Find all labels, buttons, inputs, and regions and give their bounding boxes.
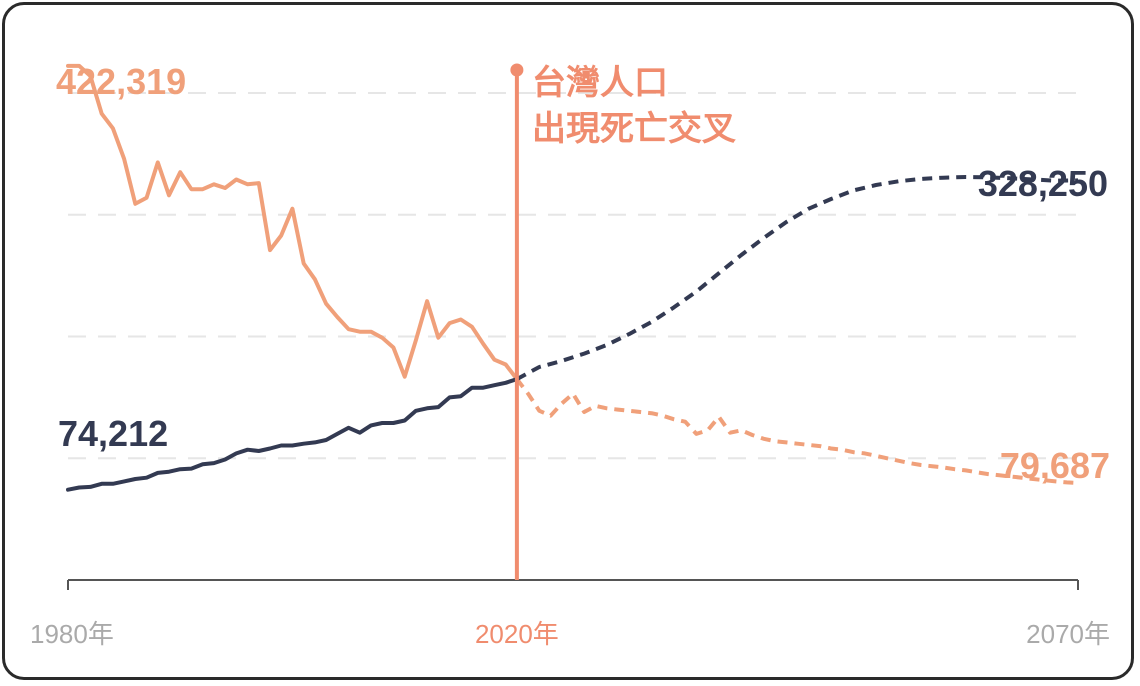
x-tick-label: 1980年 xyxy=(30,619,114,649)
x-axis: 1980年 2020年 2070年 xyxy=(30,579,1110,649)
deaths-observed-line xyxy=(66,377,519,492)
births-projected-line xyxy=(515,377,1079,485)
value-labels: 422,319 79,687 74,212 328,250 xyxy=(56,61,1110,486)
series-layer xyxy=(66,63,1079,492)
marker-label-line-1: 台灣人口 xyxy=(532,64,668,102)
x-tick-label: 2070年 xyxy=(1026,619,1110,649)
births-observed-line xyxy=(66,63,519,382)
births-end-label: 79,687 xyxy=(1000,445,1110,486)
gridlines xyxy=(68,92,1078,460)
deaths-start-label: 74,212 xyxy=(58,413,168,454)
deaths-end-label: 328,250 xyxy=(978,163,1108,204)
deaths-projected-line xyxy=(515,175,1079,381)
births-start-label: 422,319 xyxy=(56,61,186,102)
x-tick-label: 2020年 xyxy=(475,619,559,649)
marker-label-line-2: 出現死亡交叉 xyxy=(532,109,736,148)
marker-dot xyxy=(510,63,524,77)
